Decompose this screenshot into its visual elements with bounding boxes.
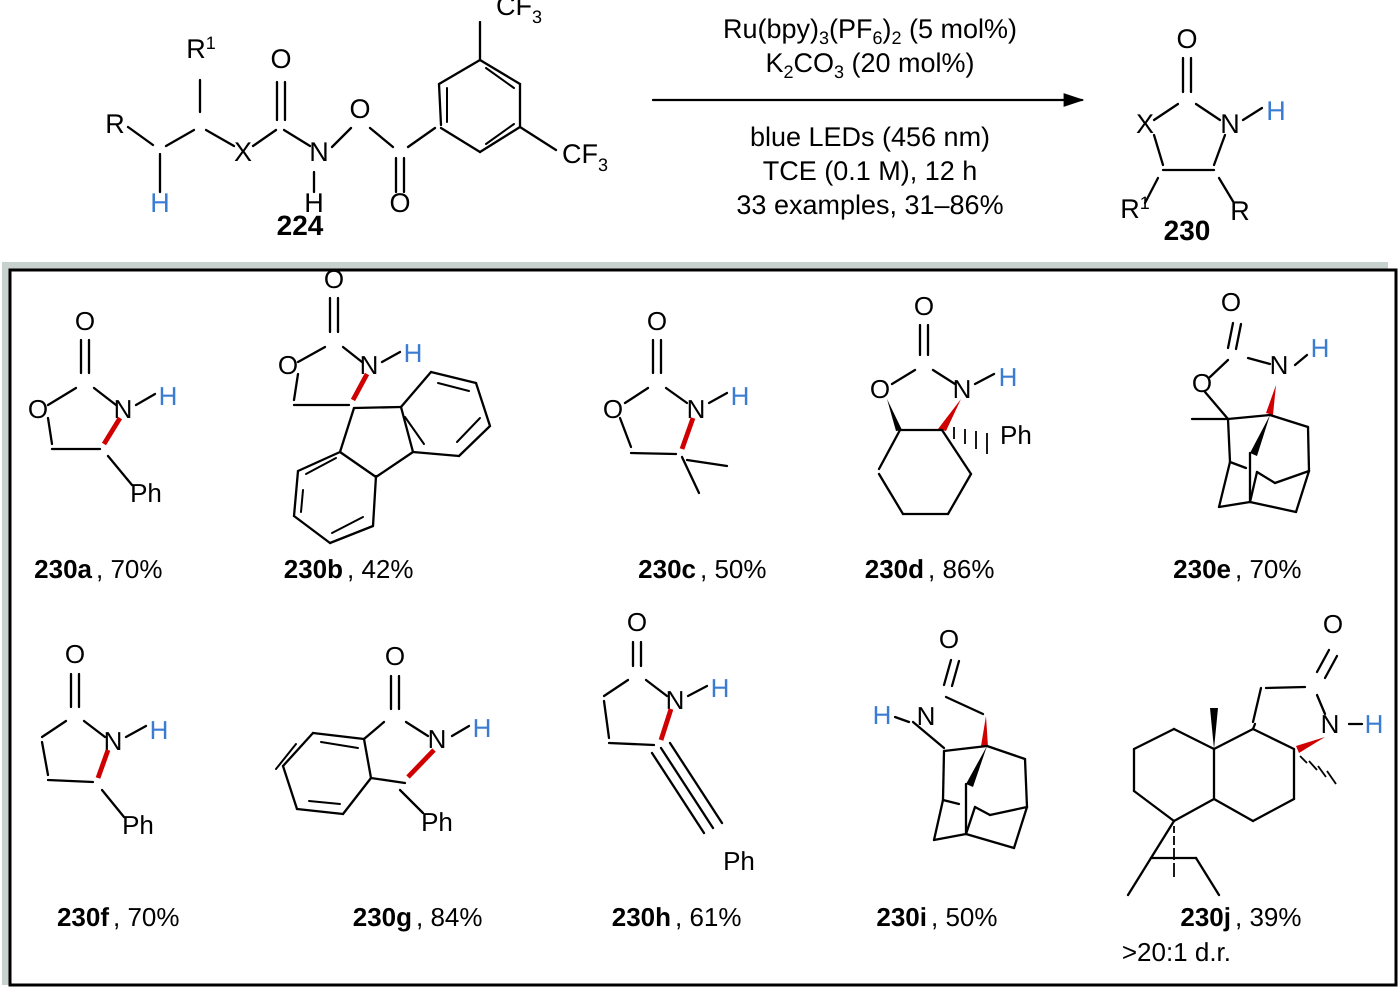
svg-text:O: O xyxy=(627,607,647,637)
svg-text:230e: 230e xyxy=(1173,554,1231,584)
svg-text:230j: 230j xyxy=(1180,902,1231,932)
svg-text:O: O xyxy=(1221,287,1241,317)
svg-text:N: N xyxy=(360,350,379,380)
svg-text:X: X xyxy=(234,137,252,167)
svg-text:230d: 230d xyxy=(865,554,924,584)
svg-text:O: O xyxy=(389,188,410,218)
svg-text:Ph: Ph xyxy=(122,810,154,840)
svg-text:H: H xyxy=(1266,96,1286,126)
svg-text:N: N xyxy=(1270,350,1289,380)
svg-text:, 61%: , 61% xyxy=(675,902,742,932)
svg-text:O: O xyxy=(270,44,291,74)
svg-text:230a: 230a xyxy=(34,554,92,584)
svg-text:N: N xyxy=(309,137,329,167)
svg-text:H: H xyxy=(711,673,730,703)
svg-text:O: O xyxy=(278,350,298,380)
svg-text:, 42%: , 42% xyxy=(347,554,414,584)
svg-text:Ph: Ph xyxy=(130,478,162,508)
svg-text:K2CO3 (20 mol%): K2CO3 (20 mol%) xyxy=(765,48,974,82)
svg-text:O: O xyxy=(1192,368,1212,398)
svg-text:N: N xyxy=(953,374,972,404)
svg-text:O: O xyxy=(939,624,959,654)
svg-text:H: H xyxy=(150,188,170,218)
svg-text:, 50%: , 50% xyxy=(700,554,767,584)
svg-text:H: H xyxy=(150,715,169,745)
svg-text:230i: 230i xyxy=(876,902,927,932)
svg-text:O: O xyxy=(65,639,85,669)
svg-text:, 70%: , 70% xyxy=(1235,554,1302,584)
svg-text:N: N xyxy=(1220,109,1240,139)
svg-text:O: O xyxy=(870,374,890,404)
svg-text:230f: 230f xyxy=(57,902,109,932)
svg-text:, 50%: , 50% xyxy=(931,902,998,932)
svg-text:O: O xyxy=(647,306,667,336)
svg-text:230c: 230c xyxy=(638,554,696,584)
svg-text:, 39%: , 39% xyxy=(1235,902,1302,932)
svg-text:H: H xyxy=(1365,709,1384,739)
svg-text:TCE (0.1 M), 12 h: TCE (0.1 M), 12 h xyxy=(763,156,978,186)
svg-text:N: N xyxy=(1321,709,1340,739)
svg-text:Ph: Ph xyxy=(723,846,755,876)
svg-text:R: R xyxy=(105,109,125,139)
svg-text:H: H xyxy=(999,362,1018,392)
svg-text:O: O xyxy=(1176,24,1197,54)
svg-text:>20:1 d.r.: >20:1 d.r. xyxy=(1122,937,1231,967)
svg-text:H: H xyxy=(159,381,178,411)
svg-text:230b: 230b xyxy=(284,554,343,584)
svg-text:X: X xyxy=(1136,109,1154,139)
svg-text:O: O xyxy=(324,264,344,294)
svg-text:O: O xyxy=(1323,609,1343,639)
svg-text:H: H xyxy=(731,381,750,411)
svg-text:Ph: Ph xyxy=(421,807,453,837)
svg-text:Ph: Ph xyxy=(1000,420,1032,450)
svg-text:R: R xyxy=(1230,196,1250,226)
svg-text:O: O xyxy=(914,291,934,321)
svg-text:, 70%: , 70% xyxy=(113,902,180,932)
svg-text:, 70%: , 70% xyxy=(96,554,163,584)
svg-text:O: O xyxy=(28,394,48,424)
svg-text:224: 224 xyxy=(277,210,324,241)
svg-text:H: H xyxy=(404,338,423,368)
svg-text:H: H xyxy=(873,700,892,730)
svg-text:H: H xyxy=(473,713,492,743)
svg-text:O: O xyxy=(385,641,405,671)
svg-text:Ru(bpy)3(PF6)2 (5 mol%): Ru(bpy)3(PF6)2 (5 mol%) xyxy=(723,14,1017,48)
svg-text:N: N xyxy=(687,394,706,424)
svg-text:blue LEDs (456 nm): blue LEDs (456 nm) xyxy=(750,122,990,152)
svg-text:230g: 230g xyxy=(353,902,412,932)
svg-text:, 86%: , 86% xyxy=(928,554,995,584)
svg-text:, 84%: , 84% xyxy=(416,902,483,932)
svg-text:230: 230 xyxy=(1164,215,1211,246)
svg-text:230h: 230h xyxy=(612,902,671,932)
svg-text:H: H xyxy=(1311,333,1330,363)
svg-text:33 examples, 31–86%: 33 examples, 31–86% xyxy=(736,190,1003,220)
svg-text:O: O xyxy=(349,94,370,124)
svg-text:O: O xyxy=(75,306,95,336)
svg-text:N: N xyxy=(428,724,447,754)
